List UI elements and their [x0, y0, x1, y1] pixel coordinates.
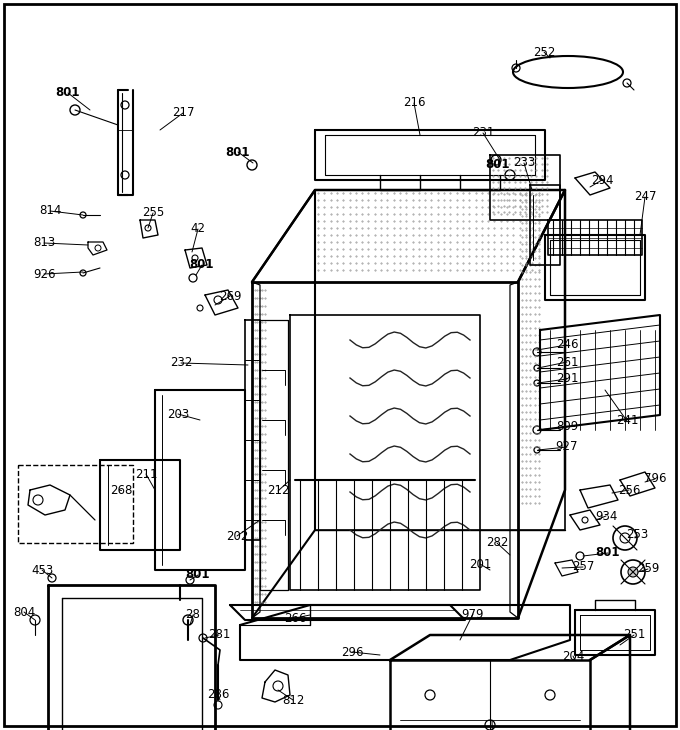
Text: 291: 291	[556, 372, 578, 385]
Text: 212: 212	[267, 485, 289, 498]
Text: 453: 453	[31, 564, 53, 577]
Text: 801: 801	[596, 547, 620, 559]
Text: 281: 281	[208, 629, 231, 642]
Text: 201: 201	[469, 558, 491, 571]
Text: 203: 203	[167, 407, 189, 420]
Text: 233: 233	[513, 156, 535, 169]
Text: 202: 202	[226, 529, 248, 542]
Text: 801: 801	[186, 569, 210, 582]
Text: 232: 232	[170, 356, 192, 369]
Text: 814: 814	[39, 204, 61, 218]
Text: 241: 241	[616, 415, 639, 428]
Text: 256: 256	[618, 483, 640, 496]
Bar	[18, 465, 133, 543]
Text: 261: 261	[556, 356, 578, 369]
Text: 812: 812	[282, 694, 304, 707]
Text: 269: 269	[219, 290, 241, 302]
Text: 211: 211	[135, 467, 157, 480]
Text: 294: 294	[591, 174, 613, 186]
Text: 801: 801	[226, 145, 250, 158]
Text: 266: 266	[284, 612, 306, 624]
Text: 247: 247	[634, 191, 656, 204]
Text: 926: 926	[33, 267, 55, 280]
Text: 217: 217	[172, 107, 194, 120]
Text: 259: 259	[636, 563, 659, 575]
Text: 253: 253	[626, 529, 648, 542]
Text: 257: 257	[572, 561, 594, 574]
Text: 246: 246	[556, 339, 578, 352]
Text: 804: 804	[13, 605, 35, 618]
Circle shape	[628, 567, 638, 577]
Text: 282: 282	[486, 537, 508, 550]
Text: 268: 268	[109, 483, 132, 496]
Text: 809: 809	[556, 420, 578, 434]
Text: 216: 216	[403, 96, 425, 109]
Text: 204: 204	[562, 650, 584, 663]
Text: 801: 801	[190, 258, 214, 272]
Text: 927: 927	[556, 440, 578, 453]
Text: 286: 286	[207, 688, 229, 702]
Text: 979: 979	[462, 607, 484, 620]
Text: 255: 255	[142, 207, 164, 220]
Text: 252: 252	[533, 45, 555, 58]
Text: 796: 796	[644, 472, 666, 485]
Text: 28: 28	[186, 609, 201, 621]
Text: 42: 42	[190, 223, 205, 236]
Text: 251: 251	[623, 629, 645, 642]
Text: 934: 934	[595, 510, 617, 523]
Text: 801: 801	[486, 158, 510, 172]
Text: 296: 296	[341, 645, 363, 658]
Text: 231: 231	[472, 126, 494, 139]
Text: 813: 813	[33, 237, 55, 250]
Text: 801: 801	[56, 86, 80, 99]
